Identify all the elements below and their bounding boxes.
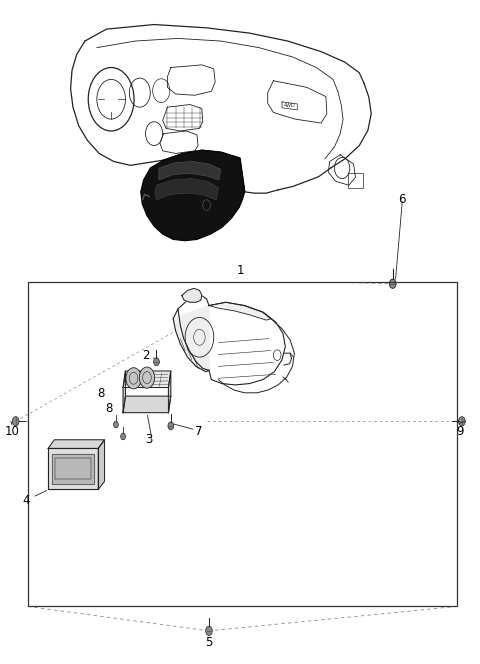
Polygon shape [48, 440, 105, 448]
Bar [348, 173, 363, 188]
Polygon shape [155, 179, 218, 200]
Polygon shape [48, 448, 98, 489]
Polygon shape [168, 371, 171, 412]
Bar [28, 282, 457, 606]
Circle shape [458, 416, 465, 426]
Polygon shape [98, 440, 105, 489]
Circle shape [389, 279, 396, 288]
Text: 8: 8 [97, 387, 104, 400]
Circle shape [120, 433, 125, 440]
Text: 2: 2 [142, 349, 150, 362]
Text: 7: 7 [195, 425, 203, 438]
Circle shape [154, 358, 159, 366]
Polygon shape [123, 371, 125, 412]
Text: 8: 8 [105, 402, 112, 414]
Circle shape [139, 367, 155, 388]
Text: 3: 3 [145, 434, 153, 446]
Polygon shape [123, 396, 171, 412]
Circle shape [126, 368, 141, 389]
Polygon shape [52, 454, 95, 484]
Polygon shape [182, 288, 202, 302]
Text: 4: 4 [23, 494, 30, 507]
Text: 10: 10 [4, 425, 19, 438]
Circle shape [12, 416, 19, 426]
Polygon shape [123, 371, 171, 388]
Text: 1: 1 [236, 264, 244, 277]
Text: 9: 9 [456, 425, 463, 438]
Circle shape [168, 422, 174, 430]
Text: 6: 6 [398, 193, 406, 207]
Polygon shape [141, 150, 245, 241]
Text: 4WD: 4WD [284, 104, 296, 108]
Polygon shape [209, 302, 271, 320]
Text: 5: 5 [205, 636, 213, 649]
Circle shape [205, 626, 212, 635]
Polygon shape [159, 161, 221, 180]
Polygon shape [173, 305, 209, 372]
Circle shape [114, 421, 118, 428]
